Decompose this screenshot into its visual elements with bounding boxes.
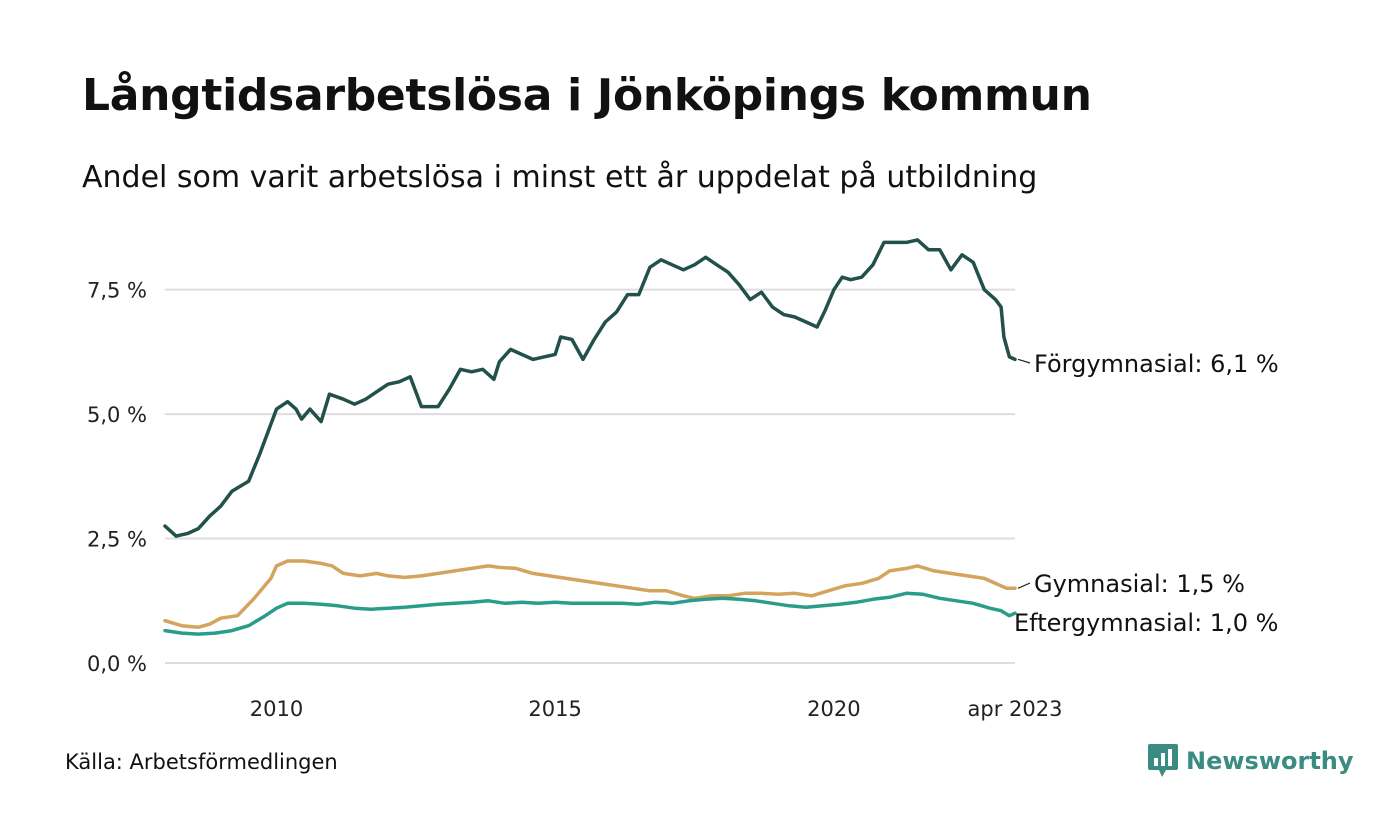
y-tick-label: 0,0 % [87, 652, 147, 676]
chart-subtitle: Andel som varit arbetslösa i minst ett å… [82, 160, 1038, 195]
x-tick-label: 2020 [807, 697, 860, 721]
series-label-leader [1017, 358, 1031, 364]
series-label-gymnasial: Gymnasial: 1,5 % [1034, 570, 1245, 598]
series-line-gymnasial [163, 559, 1017, 629]
series-label-leader [1017, 582, 1031, 589]
y-tick-label: 2,5 % [87, 528, 147, 552]
brand-name: Newsworthy [1186, 747, 1354, 775]
series-line-eftergymnasial [163, 591, 1017, 636]
brand-logo: Newsworthy [1148, 744, 1354, 778]
series-label-eftergymnasial: Eftergymnasial: 1,0 % [1014, 609, 1278, 637]
y-tick-label: 5,0 % [87, 403, 147, 427]
series-line-förgymnasial [163, 238, 1017, 538]
series-label-förgymnasial: Förgymnasial: 6,1 % [1034, 350, 1279, 378]
x-tick-label: apr 2023 [968, 697, 1063, 721]
x-tick-label: 2010 [250, 697, 303, 721]
chart-title: Långtidsarbetslösa i Jönköpings kommun [82, 70, 1092, 121]
x-tick-label: 2015 [528, 697, 581, 721]
y-tick-label: 7,5 % [87, 279, 147, 303]
bar-chart-speech-bubble-icon [1148, 744, 1178, 777]
source-note: Källa: Arbetsförmedlingen [65, 750, 338, 774]
